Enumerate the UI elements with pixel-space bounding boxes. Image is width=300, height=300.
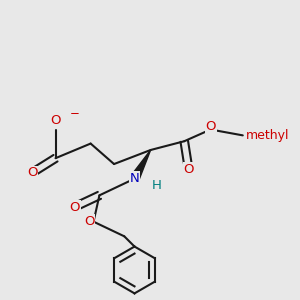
Polygon shape bbox=[130, 150, 151, 181]
Text: −: − bbox=[70, 107, 80, 120]
Text: N: N bbox=[130, 172, 140, 185]
Text: methyl: methyl bbox=[246, 129, 289, 142]
Text: O: O bbox=[205, 120, 216, 133]
Text: O: O bbox=[69, 201, 80, 214]
Text: O: O bbox=[84, 215, 94, 228]
Text: O: O bbox=[50, 114, 61, 127]
Text: O: O bbox=[183, 163, 194, 176]
Text: O: O bbox=[27, 166, 38, 179]
Text: H: H bbox=[152, 179, 161, 193]
